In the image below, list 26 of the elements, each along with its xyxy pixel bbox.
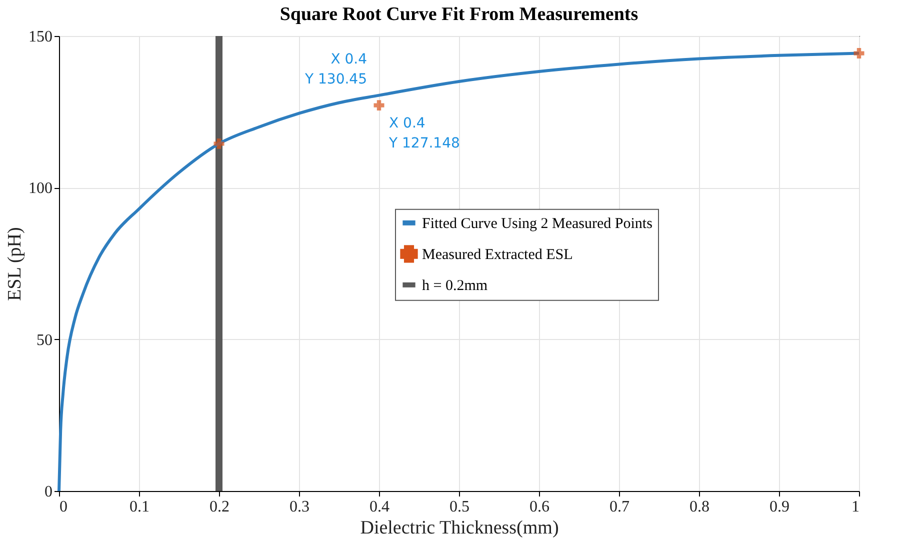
point [214,138,224,149]
y-tick-label: 0 [44,484,52,500]
x-tick-label: 0.8 [690,498,710,516]
x-tick-label: 0.9 [770,498,790,516]
x-tick-label: 0.6 [530,498,550,516]
y-tick-label: 150 [28,28,52,46]
point [374,100,384,111]
x-tick-label: 0.3 [290,498,310,516]
y-tick-label: 50 [36,332,52,349]
chart-title: Square Root Curve Fit From Measurements [280,4,638,25]
point [854,48,864,59]
x-tick-label: 0.2 [210,498,230,516]
x-tick-label: 0.1 [130,498,150,516]
x-axis-title: Dielectric Thickness(mm) [360,518,559,538]
x-tick-label: 0.7 [610,498,630,516]
x-tick-label: 0.5 [450,498,470,516]
x-tick-label: 0 [60,498,68,516]
legend-label: Fitted Curve Using 2 Measured Points [422,216,653,232]
y-axis-title: ESL (pH) [4,227,26,301]
annotation: X 0.4 Y 130.45 [304,51,368,88]
annotation: X 0.4 Y 127.148 [388,115,460,152]
x-tick-label: 1 [852,498,860,516]
x-tick-label: 0.4 [370,498,390,516]
legend-label: h = 0.2mm [422,278,488,294]
y-tick-label: 100 [28,180,52,198]
legend-label: Measured Extracted ESL [422,246,573,263]
